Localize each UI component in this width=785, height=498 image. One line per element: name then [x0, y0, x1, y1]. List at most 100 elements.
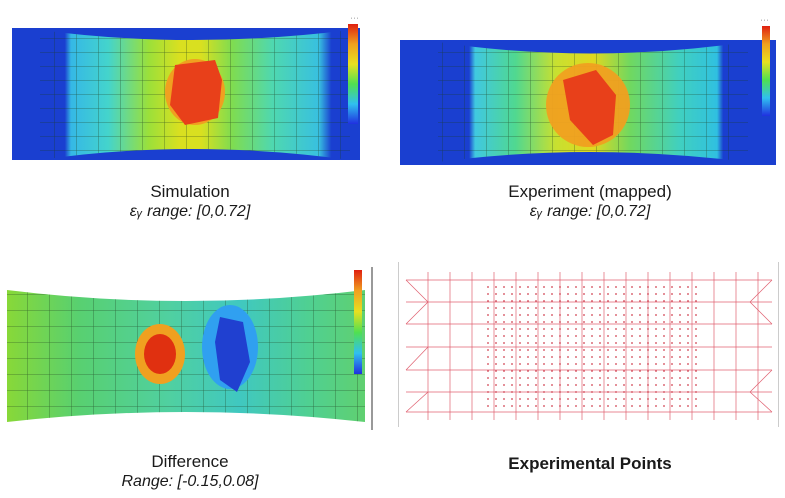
measurement-point [559, 328, 561, 330]
measurement-point [695, 328, 697, 330]
measurement-point [663, 342, 665, 344]
measurement-point [495, 307, 497, 309]
measurement-point [623, 356, 625, 358]
measurement-point [567, 286, 569, 288]
measurement-point [575, 384, 577, 386]
mesh-line [749, 301, 773, 325]
measurement-point [671, 363, 673, 365]
measurement-point [495, 293, 497, 295]
experiment-caption: Experiment (mapped) εᵧ range: [0,0.72] [455, 182, 725, 222]
measurement-point [687, 356, 689, 358]
measurement-point [655, 405, 657, 407]
measurement-point [663, 363, 665, 365]
measurement-point [559, 314, 561, 316]
measurement-point [671, 314, 673, 316]
measurement-point [559, 377, 561, 379]
measurement-point [575, 328, 577, 330]
measurement-point [647, 356, 649, 358]
measurement-point [695, 398, 697, 400]
measurement-point [655, 370, 657, 372]
measurement-point [695, 356, 697, 358]
measurement-point [575, 356, 577, 358]
measurement-point [679, 384, 681, 386]
measurement-point [495, 300, 497, 302]
measurement-point [575, 398, 577, 400]
measurement-point [487, 342, 489, 344]
measurement-point [599, 363, 601, 365]
measurement-point [631, 286, 633, 288]
measurement-point [559, 293, 561, 295]
measurement-point [679, 286, 681, 288]
measurement-point [663, 286, 665, 288]
measurement-point [527, 349, 529, 351]
measurement-point [487, 286, 489, 288]
measurement-point [519, 328, 521, 330]
measurement-point [615, 300, 617, 302]
measurement-point [575, 363, 577, 365]
measurement-point [695, 370, 697, 372]
measurement-point [559, 335, 561, 337]
measurement-point [575, 300, 577, 302]
measurement-point [663, 391, 665, 393]
measurement-point [487, 363, 489, 365]
measurement-point [591, 314, 593, 316]
measurement-point [679, 300, 681, 302]
measurement-point [599, 370, 601, 372]
measurement-point [567, 314, 569, 316]
measurement-point [495, 314, 497, 316]
measurement-point [607, 405, 609, 407]
svg-text:···: ··· [350, 16, 359, 22]
measurement-point [615, 349, 617, 351]
measurement-point [647, 363, 649, 365]
measurement-point [639, 321, 641, 323]
measurement-point [567, 349, 569, 351]
measurement-point [623, 300, 625, 302]
measurement-point [511, 363, 513, 365]
measurement-point [623, 321, 625, 323]
measurement-point [527, 300, 529, 302]
measurement-point [615, 307, 617, 309]
measurement-point [687, 398, 689, 400]
measurement-point [591, 356, 593, 358]
measurement-point [567, 342, 569, 344]
measurement-point [487, 321, 489, 323]
measurement-point [583, 377, 585, 379]
measurement-point [607, 321, 609, 323]
measurement-point [551, 314, 553, 316]
measurement-point [615, 391, 617, 393]
measurement-point [583, 398, 585, 400]
measurement-point [599, 356, 601, 358]
measurement-point [671, 300, 673, 302]
measurement-point [647, 349, 649, 351]
measurement-point [655, 384, 657, 386]
measurement-point [663, 349, 665, 351]
measurement-point [599, 398, 601, 400]
measurement-point [591, 370, 593, 372]
measurement-point [511, 342, 513, 344]
measurement-point [575, 307, 577, 309]
measurement-point [687, 300, 689, 302]
measurement-point [583, 300, 585, 302]
measurement-point [511, 300, 513, 302]
measurement-point [495, 349, 497, 351]
measurement-point [495, 342, 497, 344]
measurement-point [679, 398, 681, 400]
measurement-point [519, 363, 521, 365]
measurement-point [559, 370, 561, 372]
measurement-point [687, 342, 689, 344]
measurement-point [687, 307, 689, 309]
measurement-point [543, 377, 545, 379]
measurement-point [511, 370, 513, 372]
measurement-point [583, 356, 585, 358]
measurement-point [623, 363, 625, 365]
measurement-point [527, 363, 529, 365]
mesh-line [749, 391, 773, 413]
measurement-point [583, 342, 585, 344]
measurement-point [503, 335, 505, 337]
measurement-point [567, 405, 569, 407]
measurement-point [679, 293, 681, 295]
measurement-point [543, 356, 545, 358]
measurement-point [687, 335, 689, 337]
measurement-point [655, 349, 657, 351]
measurement-point [575, 293, 577, 295]
